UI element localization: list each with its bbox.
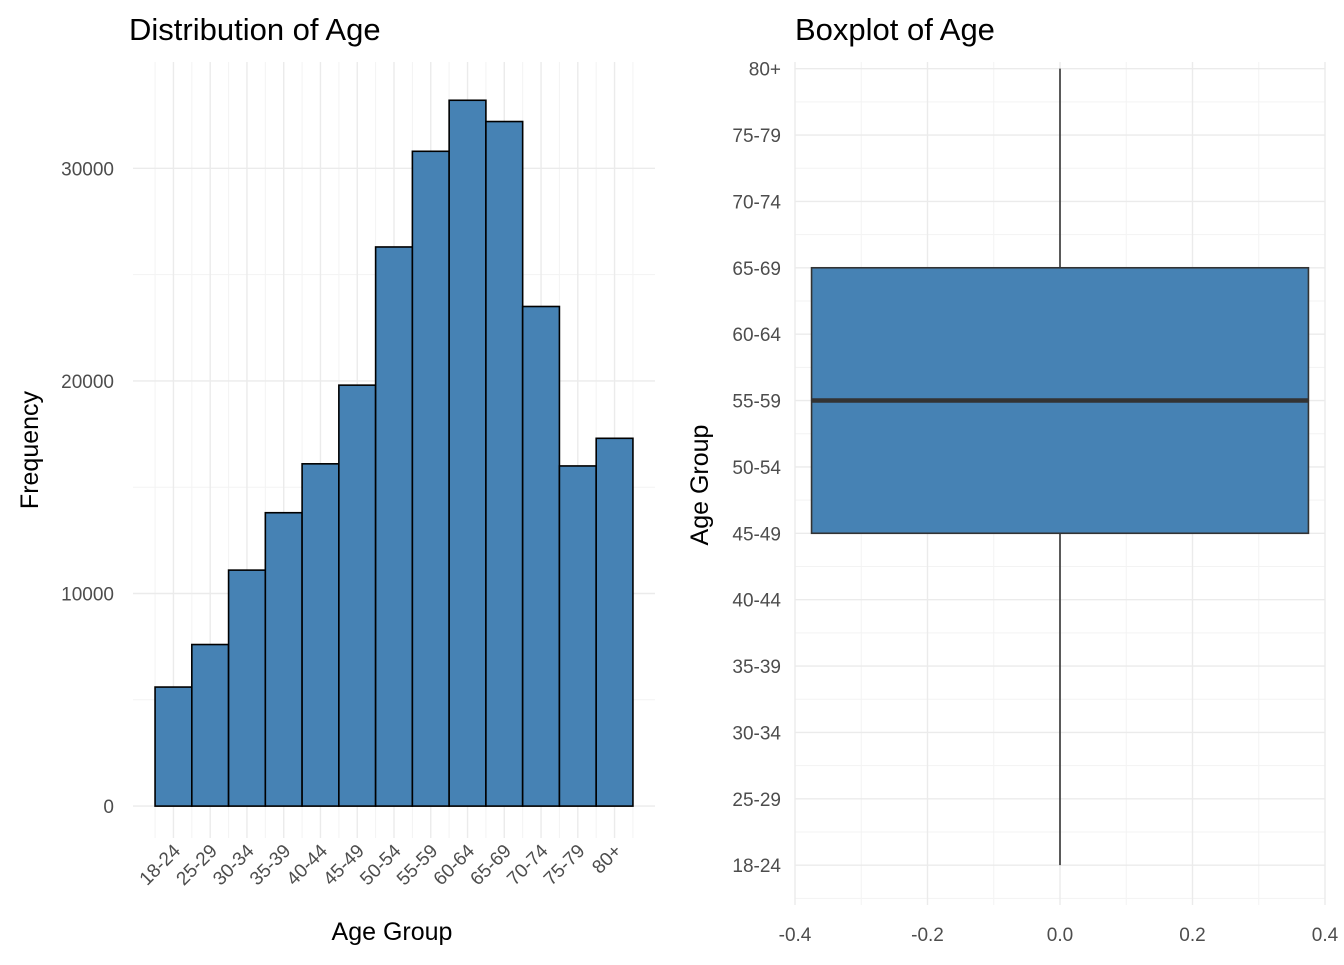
histogram-bar-65-69 [485, 120, 524, 807]
boxplot-y-tick-label: 55-59 [732, 392, 781, 413]
histogram-title: Distribution of Age [129, 12, 381, 47]
boxplot-y-tick-label: 30-34 [732, 723, 781, 744]
histogram-bar-55-59 [411, 150, 450, 807]
histogram-x-tick-label: 80+ [588, 841, 626, 879]
boxplot-x-tick-label: 0.4 [1312, 925, 1339, 946]
boxplot-x-ticks: -0.4 -0.2 0.0 0.2 0.4 [779, 925, 1339, 946]
histogram-x-tick-label: 75-79 [540, 841, 589, 890]
histogram-x-tick-label: 40-44 [283, 840, 333, 890]
boxplot-y-tick-label: 80+ [749, 60, 781, 81]
histogram-bar-60-64 [448, 99, 487, 807]
boxplot-y-axis-title: Age Group [686, 425, 714, 546]
boxplot-y-tick-label: 65-69 [732, 259, 781, 280]
boxplot-y-tick-label: 70-74 [732, 192, 781, 213]
histogram-x-ticks: 18-2425-2930-3435-3940-4445-4950-5455-59… [136, 840, 626, 890]
histogram-panel: 0 10000 20000 30000 18-2425-2930-3435-3940-… [16, 12, 655, 946]
histogram-x-tick-label: 50-54 [356, 840, 406, 890]
boxplot-y-tick-label: 18-24 [732, 856, 781, 877]
histogram-x-tick-label: 65-69 [467, 841, 516, 890]
boxplot-x-tick-label: 0.0 [1047, 925, 1073, 946]
boxplot-y-tick-label: 35-39 [732, 657, 781, 678]
histogram-y-tick-label: 20000 [61, 372, 114, 393]
histogram-bar-25-29 [191, 643, 230, 807]
histogram-x-tick-label: 70-74 [503, 840, 553, 890]
histogram-bar-70-74 [521, 305, 561, 807]
boxplot-x-tick-label: -0.2 [911, 925, 944, 946]
histogram-y-axis-title: Frequency [16, 390, 44, 509]
histogram-bar-75-79 [558, 465, 597, 807]
histogram-y-tick-label: 30000 [61, 159, 114, 180]
boxplot-marks [810, 68, 1310, 866]
histogram-y-tick-label: 10000 [61, 585, 114, 606]
boxplot-x-tick-label: 0.2 [1179, 925, 1205, 946]
boxplot-y-tick-label: 25-29 [732, 790, 781, 811]
boxplot-y-tick-label: 45-49 [732, 524, 781, 545]
boxplot-y-tick-label: 60-64 [732, 325, 781, 346]
histogram-bar-30-34 [227, 569, 267, 807]
histogram-bar-18-24 [154, 686, 193, 807]
histogram-x-tick-label: 35-39 [246, 841, 295, 890]
histogram-x-tick-label: 18-24 [136, 840, 186, 890]
boxplot-y-ticks: 18-24 25-29 30-34 35-39 40-44 45-49 50-54 55-59… [732, 60, 781, 878]
histogram-x-tick-label: 60-64 [430, 840, 480, 890]
histogram-bar-50-54 [374, 246, 414, 807]
histogram-y-tick-label: 0 [103, 797, 114, 818]
histogram-x-axis-title: Age Group [332, 918, 453, 946]
boxplot-title: Boxplot of Age [795, 12, 995, 47]
histogram-y-ticks: 0 10000 20000 30000 [61, 159, 114, 818]
histogram-bar-45-49 [338, 384, 377, 807]
histogram-x-tick-label: 55-59 [393, 841, 442, 890]
boxplot-y-tick-label: 75-79 [732, 126, 781, 147]
histogram-x-tick-label: 30-34 [209, 840, 259, 890]
histogram-bar-35-39 [264, 511, 303, 807]
histogram-bar-80+ [595, 437, 634, 807]
boxplot-y-tick-label: 50-54 [732, 458, 781, 479]
boxplot-x-tick-label: -0.4 [779, 925, 812, 946]
histogram-bar-40-44 [301, 463, 340, 807]
histogram-x-tick-label: 25-29 [173, 841, 222, 890]
histogram-x-tick-label: 45-49 [320, 841, 369, 890]
boxplot-y-tick-label: 40-44 [732, 591, 781, 612]
boxplot-panel: 18-24 25-29 30-34 35-39 40-44 45-49 50-54 55-59… [686, 12, 1339, 946]
histogram-bars [154, 99, 634, 807]
